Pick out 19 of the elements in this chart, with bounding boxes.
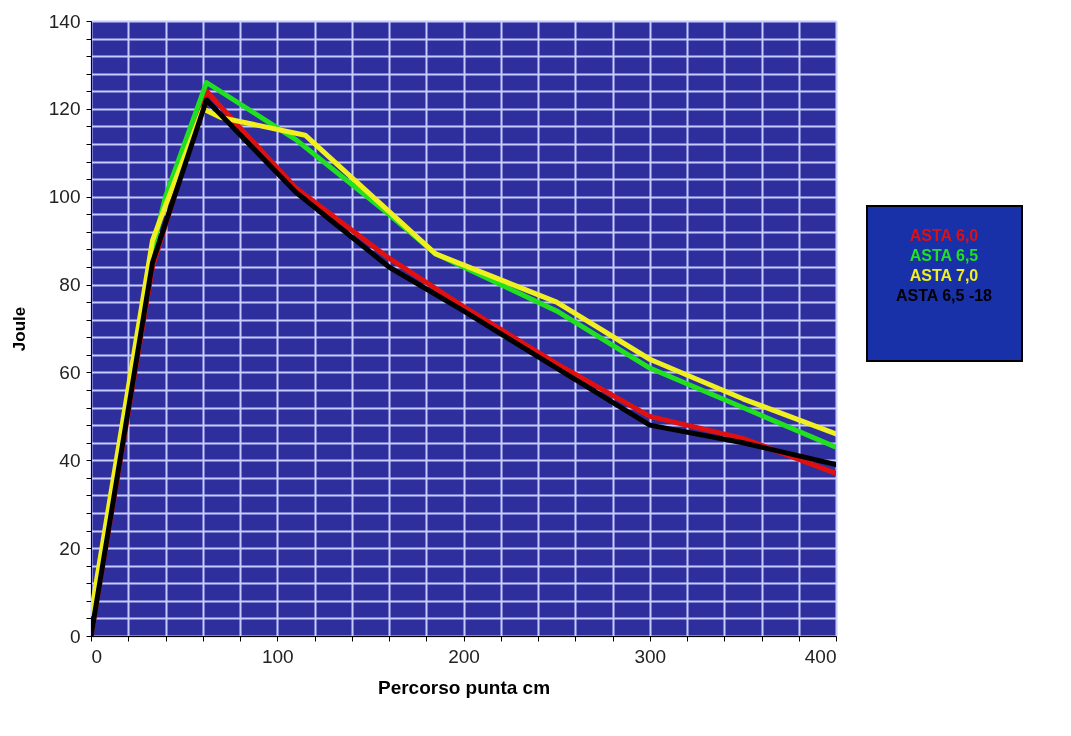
x-tick-label: 200 xyxy=(448,645,480,667)
x-tick-label: 0 xyxy=(91,645,103,667)
y-tick-label: 20 xyxy=(59,537,81,559)
y-axis-title: Joule xyxy=(9,306,29,352)
y-tick-label: 80 xyxy=(59,274,81,296)
text: ASTA 6,0 xyxy=(909,227,979,244)
x-axis-title: Percorso punta cm xyxy=(377,676,551,698)
y-tick-label: 40 xyxy=(59,449,81,471)
text: ASTA 7,0 xyxy=(909,267,979,284)
y-tick-label: 100 xyxy=(48,186,81,208)
text: ASTA 6,5 xyxy=(909,247,979,264)
x-tick-label: 100 xyxy=(261,645,294,667)
y-tick-label: 0 xyxy=(69,625,81,647)
x-tick-label: 400 xyxy=(804,645,837,667)
y-tick-label: 120 xyxy=(48,98,81,120)
y-tick-label: 140 xyxy=(48,10,81,32)
y-tick-label: 60 xyxy=(59,361,81,383)
x-tick-label: 300 xyxy=(634,645,667,667)
text: ASTA 6,5 -18 xyxy=(895,287,993,304)
